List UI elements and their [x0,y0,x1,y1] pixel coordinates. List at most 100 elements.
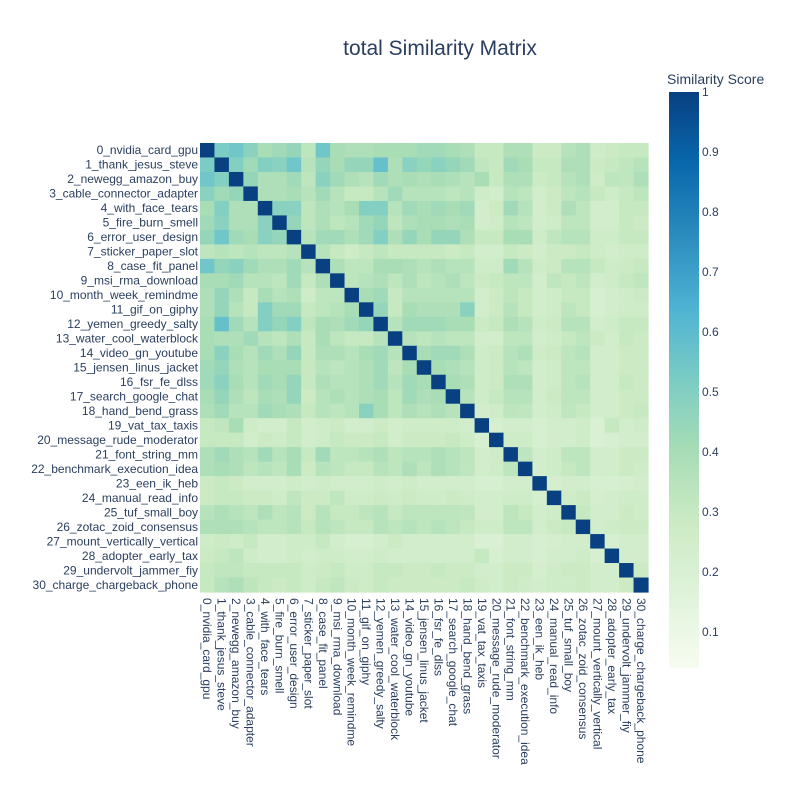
heatmap-cell [228,490,244,506]
heatmap-cell [243,345,259,361]
heatmap-cell [243,548,259,564]
heatmap-cell [416,143,432,159]
heatmap-cell [344,476,360,492]
heatmap-cell [503,273,519,289]
heatmap-cell [619,548,635,564]
heatmap-cell [532,490,548,506]
heatmap-cell [445,273,461,289]
heatmap-cell [431,577,447,593]
heatmap-cell [373,244,389,260]
heatmap-cell [228,548,244,564]
heatmap-cell [344,316,360,332]
heatmap-cell [358,403,375,419]
heatmap-cell [590,157,606,173]
heatmap-cell [460,447,476,463]
heatmap-cell [315,287,331,303]
heatmap-cell [561,519,577,535]
colorbar-gradient [669,92,699,668]
heatmap-cell [633,345,649,361]
heatmap-cell [200,171,216,188]
heatmap-cell [489,200,505,217]
heatmap-cell [272,447,288,463]
heatmap-cell [619,461,635,477]
heatmap-cell [619,519,635,535]
heatmap-cell [286,519,302,535]
heatmap-cell [561,389,577,405]
heatmap-cell [460,143,476,159]
heatmap-cell [330,534,346,550]
heatmap-cell [460,360,476,376]
heatmap-cell [402,548,418,564]
heatmap-cell [561,505,577,521]
heatmap-cell [344,273,360,289]
heatmap-cell [604,345,620,361]
heatmap-cell [561,157,577,173]
heatmap-cell [460,476,476,492]
heatmap-cell [474,519,490,535]
heatmap-cell [272,519,288,535]
heatmap-cell [344,519,360,535]
heatmap-cell [604,476,620,492]
heatmap-cell [445,447,461,463]
heatmap-cell [532,548,548,564]
heatmap-cell [257,244,273,260]
heatmap-cell [532,360,548,376]
heatmap-cell [489,258,505,274]
heatmap-cell [604,577,620,593]
heatmap-cell [474,577,490,593]
heatmap-cell [604,505,620,521]
heatmap-cell [445,577,461,593]
heatmap-cell [301,345,317,361]
y-axis-tick-labels: 0_nvidia_card_gpu1_thank_jesus_steve2_ne… [31,143,199,592]
heatmap-cell [228,345,244,361]
heatmap-cell [503,316,519,332]
heatmap-cell [489,345,505,361]
heatmap-cell [243,418,259,434]
y-tick-label: 16_fsr_fe_dlss [120,375,198,389]
heatmap-cell [445,374,461,390]
colorbar-tick-label: 0.4 [702,445,719,459]
colorbar-tick-label: 0.3 [702,505,719,519]
heatmap-cell [301,200,317,217]
heatmap-cell [200,374,216,390]
y-tick-label: 9_msi_rma_download [81,274,198,288]
heatmap-cell [228,563,244,579]
heatmap-cell [474,244,490,260]
heatmap-cell [373,563,389,579]
heatmap-cell [489,157,505,173]
heatmap-cell [619,577,635,593]
heatmap-cell [214,432,230,448]
heatmap-cell [344,186,360,202]
heatmap-cell [387,374,403,390]
heatmap-cell [416,548,432,564]
heatmap-cell [358,200,375,217]
heatmap-cell [416,403,432,419]
heatmap-cell [344,374,360,390]
heatmap-cell [344,171,360,188]
heatmap-cell [301,577,317,593]
heatmap-cell [416,476,432,492]
heatmap-cell [460,563,476,579]
heatmap-cell [604,171,620,188]
heatmap-cell [445,244,461,260]
heatmap-cell [445,461,461,477]
heatmap-cell [619,389,635,405]
heatmap-cell [633,273,649,289]
y-tick-label: 18_hand_bend_grass [82,404,198,418]
heatmap-cell [460,389,476,405]
heatmap-cell [489,505,505,521]
heatmap-cell [272,548,288,564]
heatmap-cell [301,360,317,376]
x-tick-label: 6_error_user_design [287,598,301,709]
heatmap-cell [257,258,273,274]
y-tick-label: 2_newegg_amazon_buy [67,172,198,186]
heatmap-cell [243,577,259,593]
heatmap-cell [633,490,649,506]
heatmap-cell [315,534,331,550]
heatmap-cell [214,229,230,245]
heatmap-cell [416,490,432,506]
heatmap-cell [228,143,244,159]
heatmap-cell [373,287,389,303]
heatmap-cell [373,143,389,159]
heatmap-cell [503,476,519,492]
